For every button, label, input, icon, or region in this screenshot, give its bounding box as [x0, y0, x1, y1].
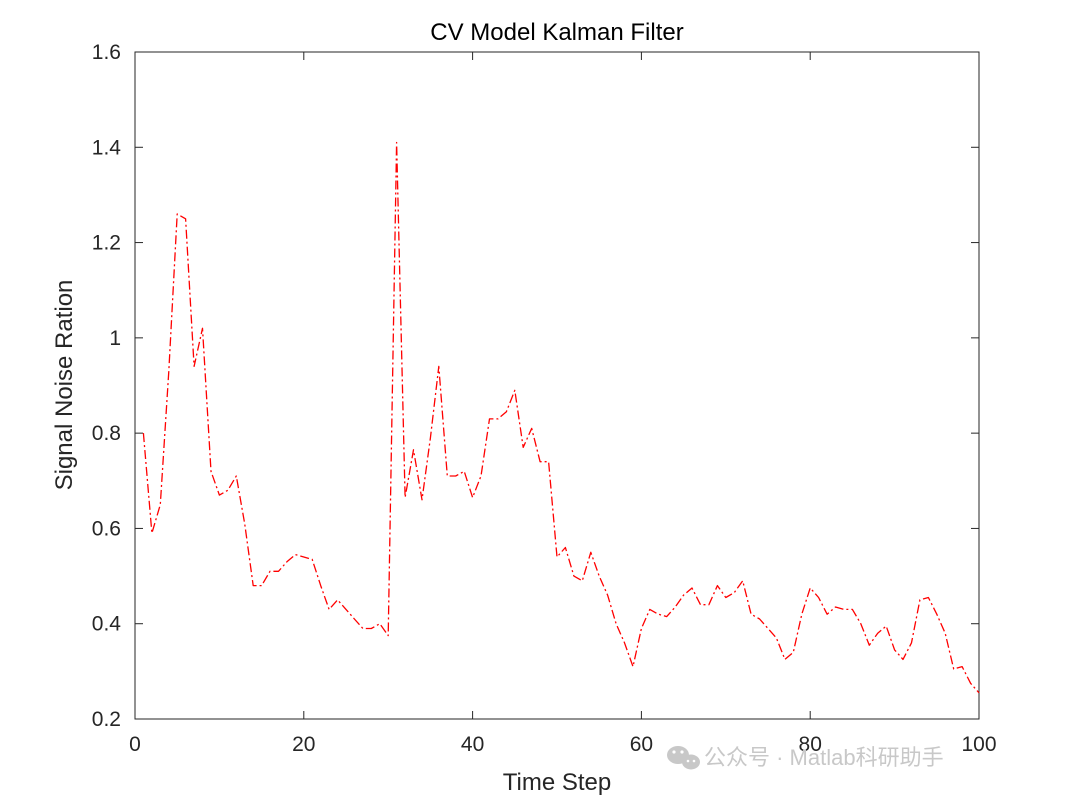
- x-axis-ticks: 0 20 40 60 80 100: [129, 52, 997, 756]
- y-tick-label: 1.4: [92, 136, 122, 159]
- series-line: [142, 141, 980, 694]
- y-tick-label: 1.6: [92, 41, 121, 64]
- series-layer: [142, 141, 980, 694]
- y-tick-label: 0.4: [92, 613, 122, 636]
- y-tick-label: 0.6: [92, 517, 121, 540]
- y-tick-label: 1: [109, 327, 121, 350]
- x-axis-title: Time Step: [503, 769, 611, 796]
- wechat-icon: [667, 746, 700, 770]
- y-tick-label: 1.2: [92, 232, 121, 255]
- watermark-text: 公众号 · Matlab科研助手: [704, 745, 944, 770]
- chart-title: CV Model Kalman Filter: [430, 19, 683, 46]
- y-axis-title: Signal Noise Ration: [51, 280, 78, 491]
- y-tick-label: 0.8: [92, 422, 121, 445]
- x-tick-label: 80: [799, 733, 822, 756]
- x-tick-label: 60: [630, 733, 653, 756]
- x-tick-label: 100: [961, 733, 996, 756]
- y-axis-ticks: 0.2 0.4 0.6 0.8 1 1.2 1.4 1.6: [92, 41, 979, 731]
- plot-area: 0 20 40 60 80 100 0.2 0.4 0.6 0.8 1 1.2 1.4 1.6: [92, 41, 997, 756]
- watermark: 公众号 · Matlab科研助手: [667, 745, 944, 770]
- axes-box: [134, 51, 980, 720]
- y-tick-label: 0.2: [92, 708, 121, 731]
- x-tick-label: 0: [129, 733, 141, 756]
- x-tick-label: 20: [292, 733, 315, 756]
- x-tick-label: 40: [461, 733, 484, 756]
